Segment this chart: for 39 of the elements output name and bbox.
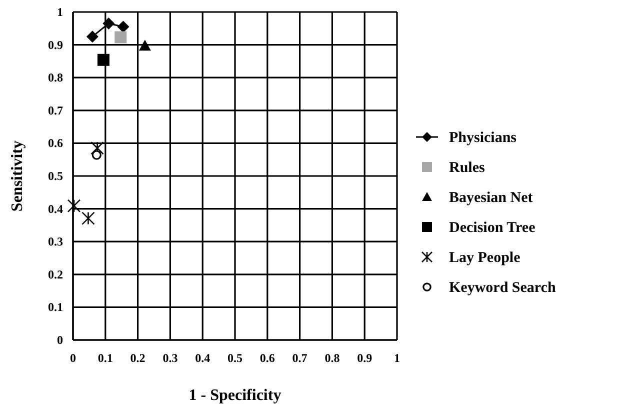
y-tick-label: 0.3 (48, 234, 63, 249)
legend-label: Lay People (449, 250, 521, 266)
legend-label: Physicians (449, 130, 517, 146)
x-tick-label: 0.3 (162, 351, 178, 365)
x-tick-label: 0.5 (228, 351, 242, 365)
y-tick-label: 0.8 (48, 70, 63, 85)
y-tick-label: 1 (57, 5, 63, 19)
point (114, 31, 127, 44)
x-tick-label: 0.1 (98, 351, 113, 365)
x-tick-label: 0.2 (130, 351, 146, 365)
x-tick-label: 0.8 (324, 351, 340, 365)
point (102, 17, 115, 30)
y-axis-title: Sensitivity (9, 140, 26, 212)
point (86, 30, 98, 43)
y-tick-label: 0.4 (48, 202, 63, 216)
y-tick-label: 0.6 (48, 136, 63, 150)
legend-label: Keyword Search (449, 280, 556, 296)
point (97, 54, 110, 66)
x-axis-title: 1 - Specificity (188, 387, 282, 404)
point (138, 40, 151, 51)
y-tick-label: 0.5 (48, 169, 63, 183)
legend-label: Rules (449, 160, 485, 176)
legend-label: Bayesian Net (449, 190, 533, 206)
legend-label: Decision Tree (449, 220, 536, 236)
x-tick-label: 0.6 (260, 351, 275, 365)
y-tick-label: 0.2 (48, 267, 63, 282)
x-tick-label: 1 (394, 351, 400, 365)
point (90, 141, 104, 155)
x-tick-label: 0.7 (292, 351, 308, 365)
y-tick-label: 0 (57, 333, 63, 347)
point (92, 150, 102, 160)
y-tick-label: 0.7 (48, 103, 63, 118)
x-tick-label: 0 (70, 351, 76, 365)
point (82, 212, 95, 225)
y-tick-label: 0.1 (48, 300, 63, 314)
x-tick-label: 0.9 (357, 351, 372, 365)
point (117, 20, 130, 33)
y-tick-label: 0.9 (48, 38, 63, 52)
x-tick-label: 0.4 (195, 351, 210, 365)
